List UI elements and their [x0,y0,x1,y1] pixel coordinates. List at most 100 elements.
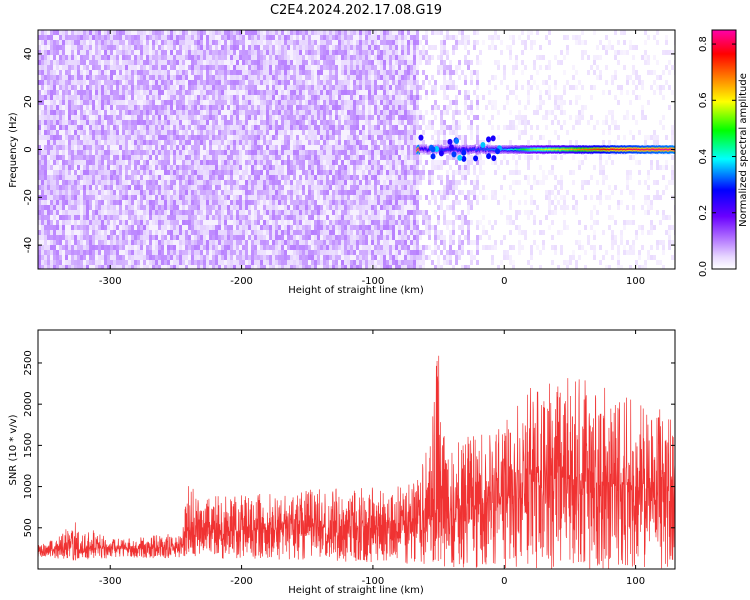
spectrogram-cell [254,45,257,50]
spectrogram-cell [293,95,296,100]
spectrogram-cell [122,185,125,190]
spectrogram-cell [167,245,170,250]
spectrogram-cell [266,225,269,230]
spectrogram-cell [131,185,134,190]
spectrogram-cell [173,225,176,230]
spectrogram-cell [161,125,164,130]
spectrogram-cell [176,165,179,170]
spectrogram-cell [176,65,179,70]
spectrogram-cell [149,35,152,40]
spectrogram-cell [287,125,290,130]
spectrogram-cell [272,265,275,269]
spectrogram-cell [329,70,332,75]
spectrogram-cell [326,190,329,195]
spectrogram-cell [239,55,242,60]
spectrogram-cell [95,75,98,80]
spectrogram-cell [107,240,110,245]
spectrogram-cell [131,230,134,235]
spectrogram-cell [110,130,113,135]
spectrogram-cell [170,150,173,155]
spectrogram-cell [68,175,71,180]
spectrogram-cell [299,210,302,215]
spectrogram-cell [206,185,209,190]
spectrogram-cell [272,170,275,175]
spectrogram-cell [236,150,239,155]
spectrogram-cell [131,85,134,90]
spectrogram-cell [50,170,53,175]
spectrogram-cell [155,155,158,160]
spectrogram-cell [185,45,188,50]
spectrogram-cell [209,30,212,35]
spectrogram-cell [305,220,308,225]
spectrogram-cell [200,230,203,235]
spectrogram-cell [230,125,233,130]
spectrogram-cell [113,90,116,95]
spectrogram-cell [149,135,152,140]
spectrogram-cell [212,60,215,65]
spectrogram-cell [221,55,224,60]
spectrogram-cell [251,105,254,110]
spectrogram-cell [188,40,191,45]
spectrogram-cell [230,140,233,145]
spectrogram-cell [89,195,92,200]
spectrogram-cell [83,250,86,255]
spectrogram-cell [119,115,122,120]
spectrogram-cell [194,250,197,255]
spectrogram-cell [197,100,200,105]
spectrogram-cell [41,55,44,60]
spectrogram-cell [56,165,59,170]
spectrogram-cell [263,65,266,70]
spectrogram-cell [128,140,131,145]
spectrogram-cell [56,260,59,265]
spectrogram-cell [68,105,71,110]
spectrogram-cell [65,65,68,70]
spectrogram-cell [107,205,110,210]
spectrogram-cell [110,260,113,265]
spectrogram-cell [98,100,101,105]
spectrogram-cell [134,45,137,50]
spectrogram-cell [230,110,233,115]
spectrogram-cell [281,65,284,70]
spectrogram-cell [341,250,344,255]
spectrogram-cell [86,145,89,150]
spectrogram-cell [47,85,50,90]
spectrogram-cell [332,230,335,235]
spectrogram-cell [77,220,80,225]
spectrogram-cell [209,85,212,90]
spectrogram-cell [128,30,131,35]
spectrogram-cell [116,160,119,165]
spectrogram-cell [182,225,185,230]
spectrogram-cell [59,240,62,245]
spectrogram-cell [101,60,104,65]
spectrogram-cell [146,90,149,95]
spectrogram-cell [134,40,137,45]
spectrogram-cell [131,115,134,120]
spectrogram-cell [290,195,293,200]
spectrogram-cell [149,85,152,90]
spectrogram-cell [80,130,83,135]
spectrogram-cell [305,80,308,85]
spectrogram-cell [266,185,269,190]
spectrogram-cell [269,110,272,115]
spectrogram-cell [227,45,230,50]
spectrogram-cell [224,180,227,185]
spectrogram-cell [185,35,188,40]
spectrogram-cell [158,175,161,180]
spectrogram-cell [71,105,74,110]
spectrogram-cell [215,125,218,130]
spectrogram-cell [269,185,272,190]
spectrogram-cell [95,255,98,260]
spectrogram-cell [299,35,302,40]
spectrogram-cell [71,130,74,135]
spectrogram-cell [83,125,86,130]
spectrogram-cell [287,95,290,100]
spectrogram-cell [125,150,128,155]
spectrogram-cell [176,245,179,250]
spectrogram-cell [224,205,227,210]
spectrogram-cell [113,150,116,155]
spectrogram-cell [77,195,80,200]
spectrogram-cell [86,250,89,255]
spectrogram-cell [74,190,77,195]
spectrogram-cell [320,225,323,230]
spectrogram-cell [275,160,278,165]
